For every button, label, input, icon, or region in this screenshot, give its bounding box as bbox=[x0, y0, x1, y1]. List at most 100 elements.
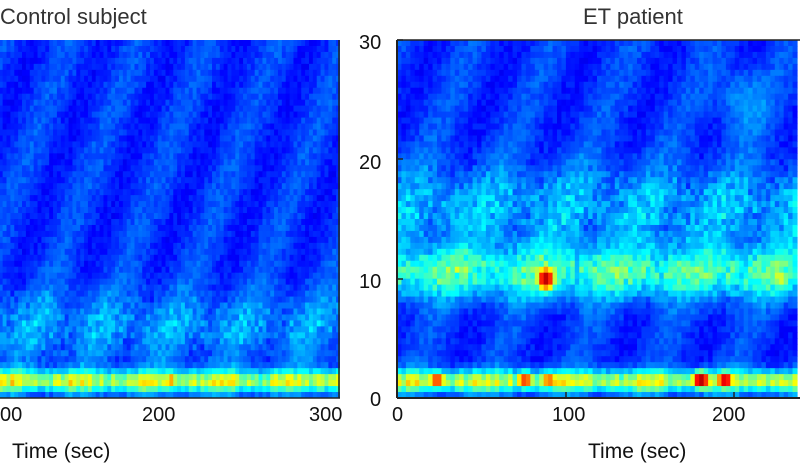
heatmap-cell bbox=[41, 147, 46, 154]
heatmap-cell bbox=[14, 40, 19, 47]
heatmap-cell bbox=[281, 254, 287, 262]
heatmap-cell bbox=[103, 266, 108, 274]
heatmap-cell bbox=[200, 260, 205, 268]
heatmap-cell bbox=[231, 344, 236, 351]
heatmap-cell bbox=[53, 266, 58, 274]
heatmap-cell bbox=[0, 314, 4, 322]
heatmap-cell bbox=[320, 308, 326, 316]
heatmap-cell bbox=[37, 242, 43, 250]
heatmap-cell bbox=[305, 326, 310, 333]
heatmap-cell bbox=[320, 45, 326, 53]
heatmap-cell bbox=[270, 159, 275, 166]
heatmap-cell bbox=[53, 40, 58, 47]
heatmap-cell bbox=[196, 236, 201, 244]
heatmap-cell bbox=[219, 213, 225, 220]
heatmap-cell bbox=[49, 141, 54, 148]
heatmap-cell bbox=[262, 278, 267, 286]
heatmap-cell bbox=[10, 224, 15, 232]
heatmap-cell bbox=[227, 236, 233, 244]
heatmap-cell bbox=[262, 75, 267, 83]
heatmap-cell bbox=[235, 153, 240, 160]
heatmap-cell bbox=[153, 201, 159, 208]
heatmap-cell bbox=[87, 63, 93, 71]
heatmap-cell bbox=[215, 296, 221, 304]
heatmap-cell bbox=[161, 242, 167, 250]
heatmap-cell bbox=[215, 230, 221, 238]
heatmap-cell bbox=[215, 326, 221, 333]
heatmap-cell bbox=[254, 75, 260, 83]
heatmap-cell bbox=[130, 165, 136, 172]
heatmap-cell bbox=[239, 344, 244, 351]
heatmap-cell bbox=[87, 153, 93, 160]
heatmap-cell bbox=[293, 75, 298, 83]
heatmap-cell bbox=[308, 111, 314, 119]
heatmap-cell bbox=[177, 171, 182, 178]
heatmap-cell bbox=[239, 326, 244, 333]
heatmap-cell bbox=[254, 236, 260, 244]
heatmap-cell bbox=[177, 177, 182, 184]
heatmap-cell bbox=[14, 195, 19, 202]
heatmap-cell bbox=[235, 51, 240, 59]
heatmap-cell bbox=[33, 344, 39, 351]
heatmap-cell bbox=[49, 99, 54, 107]
heatmap-cell bbox=[122, 302, 128, 310]
heatmap-cell bbox=[212, 314, 217, 322]
heatmap-cell bbox=[138, 207, 143, 214]
heatmap-cell bbox=[200, 278, 205, 286]
heatmap-cell bbox=[285, 362, 291, 369]
heatmap-cell bbox=[118, 87, 124, 95]
heatmap-cell bbox=[37, 272, 43, 280]
heatmap-cell bbox=[95, 207, 101, 214]
heatmap-cell bbox=[262, 302, 267, 310]
heatmap-cell bbox=[76, 236, 81, 244]
heatmap-cell bbox=[91, 159, 97, 166]
heatmap-cell bbox=[243, 189, 248, 196]
heatmap-cell bbox=[243, 326, 248, 333]
heatmap-cell bbox=[239, 147, 244, 154]
heatmap-cell bbox=[250, 242, 256, 250]
heatmap-cell bbox=[243, 75, 248, 83]
heatmap-cell bbox=[2, 69, 8, 77]
heatmap-cell bbox=[6, 99, 11, 107]
heatmap-cell bbox=[223, 123, 229, 131]
heatmap-cell bbox=[246, 153, 252, 160]
heatmap-cell bbox=[130, 284, 136, 292]
heatmap-cell bbox=[49, 129, 54, 137]
heatmap-cell bbox=[219, 117, 225, 125]
heatmap-cell bbox=[243, 135, 248, 143]
heatmap-cell bbox=[239, 159, 244, 166]
heatmap-cell bbox=[173, 141, 178, 148]
heatmap-cell bbox=[173, 266, 178, 274]
heatmap-cell bbox=[293, 189, 298, 196]
heatmap-cell bbox=[308, 75, 314, 83]
heatmap-cell bbox=[115, 224, 120, 232]
heatmap-cell bbox=[41, 272, 46, 280]
heatmap-cell bbox=[10, 314, 15, 322]
heatmap-cell bbox=[320, 284, 326, 292]
heatmap-cell bbox=[169, 338, 174, 345]
heatmap-cell bbox=[223, 254, 229, 262]
heatmap-cell bbox=[297, 224, 302, 232]
heatmap-cell bbox=[235, 147, 240, 154]
heatmap-cell bbox=[243, 93, 248, 101]
heatmap-cell bbox=[111, 177, 116, 184]
heatmap-cell bbox=[25, 111, 31, 119]
heatmap-cell bbox=[277, 153, 283, 160]
heatmap-cell bbox=[196, 320, 201, 327]
heatmap-cell bbox=[208, 338, 213, 345]
heatmap-cell bbox=[134, 344, 139, 351]
heatmap-cell bbox=[266, 111, 271, 119]
heatmap-cell bbox=[285, 183, 291, 190]
heatmap-cell bbox=[243, 266, 248, 274]
heatmap-cell bbox=[68, 278, 74, 286]
heatmap-cell bbox=[332, 195, 337, 202]
heatmap-cell bbox=[115, 236, 120, 244]
heatmap-cell bbox=[64, 183, 70, 190]
heatmap-cell bbox=[53, 111, 58, 119]
heatmap-cell bbox=[115, 356, 120, 363]
heatmap-cell bbox=[149, 308, 155, 316]
heatmap-cell bbox=[142, 272, 147, 280]
heatmap-cell bbox=[328, 266, 333, 274]
heatmap-cell bbox=[107, 344, 112, 351]
heatmap-cell bbox=[157, 99, 163, 107]
